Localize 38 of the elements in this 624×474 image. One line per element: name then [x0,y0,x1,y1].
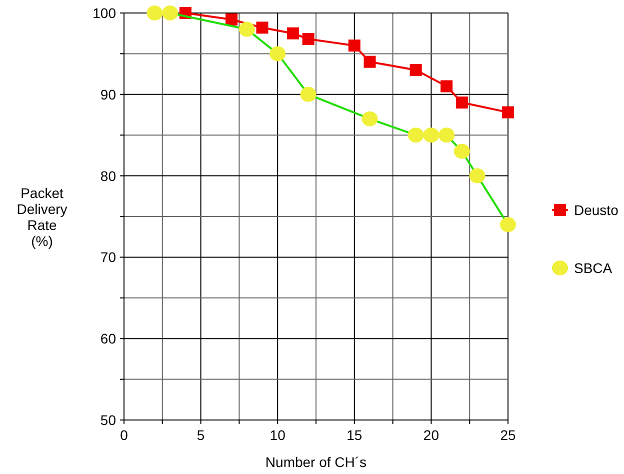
point [423,128,440,143]
point [226,14,238,26]
point [410,64,422,76]
y-tick-label: 90 [100,86,116,102]
point [300,86,316,102]
x-tick-label: 20 [423,427,440,443]
point [286,27,299,40]
point [502,106,514,118]
point [500,217,516,232]
y-tick-label: 50 [100,412,116,428]
x-tick-label: 15 [346,427,362,443]
point [362,111,378,126]
point [456,96,468,109]
x-tick-label: 10 [270,427,286,443]
point [256,22,268,34]
point [454,144,470,159]
x-axis-title: Number of CH´s [265,454,367,470]
point [348,40,360,52]
y-tick-label: 60 [100,330,116,347]
y-tick-label: 100 [92,5,116,21]
point [364,56,376,68]
x-tick-label: 0 [120,427,128,443]
x-tick-label: 5 [196,427,205,443]
point [438,128,455,143]
point [270,46,286,62]
point [408,128,424,143]
legend-label: SBCA [574,260,613,276]
point [469,168,486,184]
legend-label: Deusto [574,202,619,218]
point [162,6,178,20]
x-tick-label: 25 [500,427,516,443]
y-axis-title: Packet Delivery Rate (%) [16,185,68,249]
y-tick-label: 80 [100,168,116,184]
point [146,6,163,20]
point [302,33,314,46]
y-tick-label: 70 [100,249,116,266]
point [238,22,255,37]
point [440,80,453,92]
